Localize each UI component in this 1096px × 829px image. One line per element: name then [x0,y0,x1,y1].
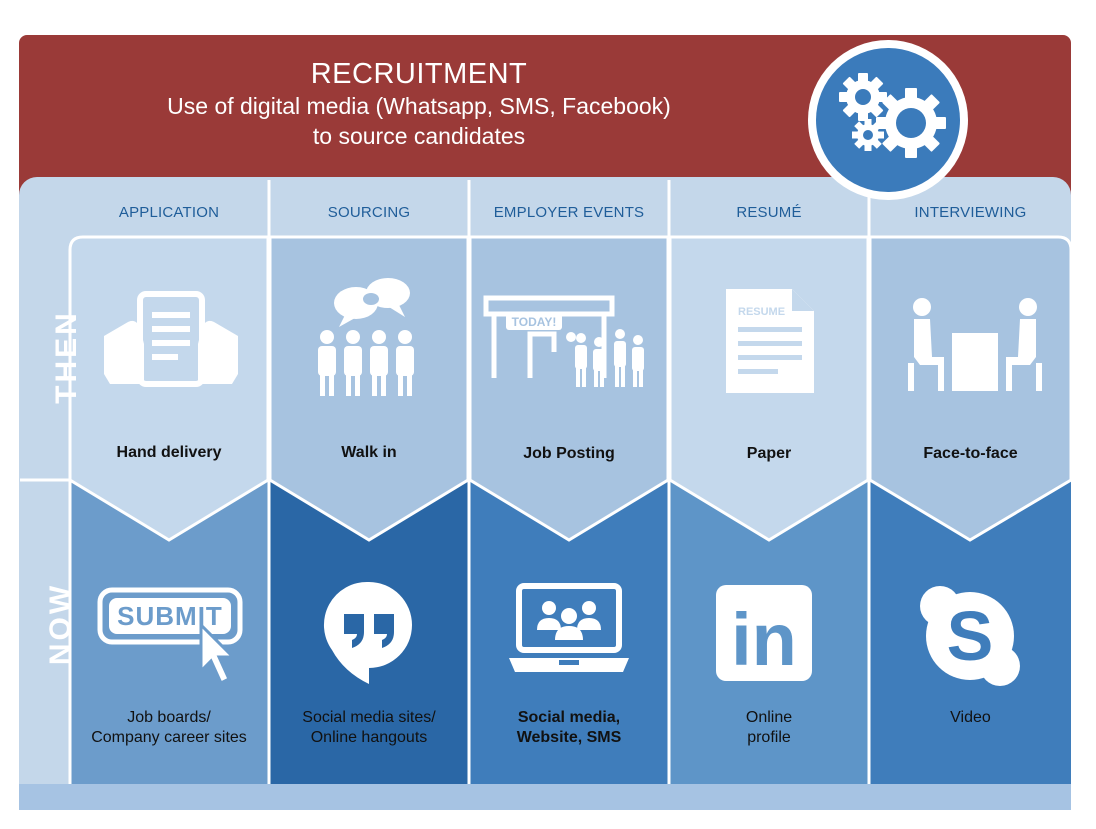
now-label-employer-events: Social media, Website, SMS [470,708,668,748]
then-label-resume: Paper [746,445,792,462]
submit-button-cursor-icon: SUBMIT [97,587,243,686]
gears-icon [839,73,946,158]
submit-text: SUBMIT [117,601,223,631]
now-label-interviewing-line1: Video [950,709,991,726]
linkedin-text: in [731,598,797,681]
skype-text: S [947,597,994,675]
now-label-application-line2: Company career sites [91,729,247,746]
now-label-sourcing-line1: Social media sites/ [302,709,436,726]
now-label-resume: Online profile [670,708,868,748]
row-label-then-text: THEN [49,310,83,404]
then-label-application: Hand delivery [116,444,222,461]
banner-text-block: RECRUITMENT Use of digital media (Whatsa… [19,57,819,151]
banner-subtitle-line1: Use of digital media (Whatsapp, SMS, Fac… [167,93,671,119]
hands-holding-document-icon [104,291,238,387]
then-label-interviewing: Face-to-face [923,445,1018,462]
skype-icon: S [920,586,1020,686]
now-label-sourcing-line2: Online hangouts [310,729,428,746]
banner-subtitle-line2: to source candidates [312,123,526,149]
now-label-resume-line1: Online [745,709,793,726]
resume-document-icon: RESUME [726,289,814,393]
bottom-strip [19,784,1071,810]
now-label-sourcing: Social media sites/ Online hangouts [270,708,468,748]
linkedin-icon: in [716,585,812,681]
column-header-resume: RESUMÉ [736,204,802,221]
row-label-then: THEN [20,310,83,404]
crowd-speech-bubbles-icon [318,278,414,396]
row-label-now: NOW [20,583,77,665]
column-header-sourcing: SOURCING [327,204,411,221]
column-header-employer-events: EMPLOYER EVENTS [493,204,645,221]
column-header-interviewing: INTERVIEWING [914,204,1027,221]
now-label-employer-events-line2: Website, SMS [516,729,622,746]
row-label-now-text: NOW [44,582,78,666]
two-people-table-icon [908,298,1042,391]
job-posting-board-people-icon: TODAY! [483,295,644,387]
then-chevron-application [68,235,270,542]
gears-badge-icon [808,40,968,200]
now-label-employer-events-line1: Social media, [517,709,621,726]
now-label-resume-line2: profile [747,729,791,746]
then-chevron-sourcing [268,235,470,542]
now-label-application-line1: Job boards/ [127,709,211,726]
now-label-application: Job boards/ Company career sites [70,708,268,748]
today-badge-text: TODAY! [512,315,557,329]
resume-heading-text: RESUME [738,306,785,318]
then-label-sourcing: Walk in [341,444,397,461]
hangouts-quote-icon [323,581,412,684]
then-label-employer-events: Job Posting [523,445,615,462]
laptop-video-conference-icon [509,583,629,672]
column-header-application: APPLICATION [118,204,220,221]
banner-title: RECRUITMENT [310,58,528,90]
now-label-interviewing: Video [870,708,1071,728]
